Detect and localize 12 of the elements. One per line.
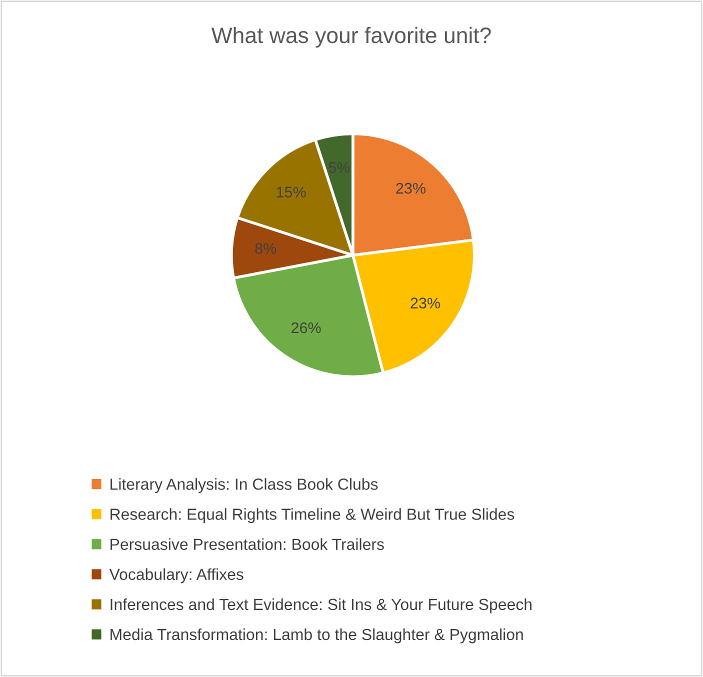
data-label: 15% xyxy=(276,186,306,198)
chart-title: What was your favorite unit? xyxy=(211,26,491,48)
legend-label: Literary Analysis: In Class Book Clubs xyxy=(110,478,378,494)
legend-label: Inferences and Text Evidence: Sit Ins & Your Future Speech xyxy=(110,598,532,614)
legend-label: Research: Equal Rights Timeline & Weird But True Slides xyxy=(110,508,514,524)
data-label: 23% xyxy=(410,298,440,308)
data-label: 23% xyxy=(396,182,426,194)
data-label: 8% xyxy=(255,243,276,254)
legend-label: Vocabulary: Affixes xyxy=(109,568,244,584)
data-label: 26% xyxy=(292,322,321,334)
legend-label: Persuasive Presentation: Book Trailers xyxy=(110,538,384,550)
legend-label: Media Transformation: Lamb to the Slaughter & Pygmalion xyxy=(110,628,523,644)
